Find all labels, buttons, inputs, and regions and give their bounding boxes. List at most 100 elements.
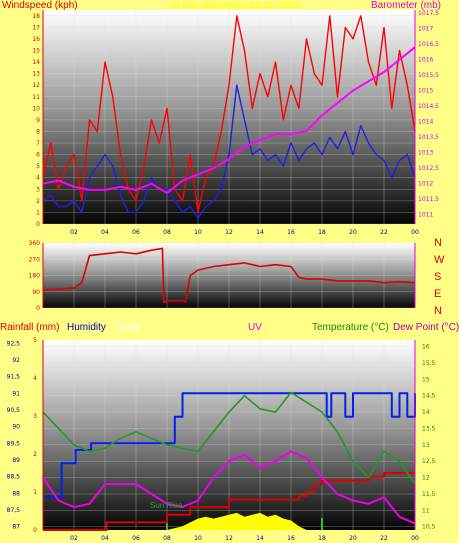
humidity-series (43, 392, 416, 498)
baro-tick-label: 1015,5 (418, 72, 439, 79)
x-tick-label: 02 (70, 535, 78, 542)
compass-s-label: S (434, 271, 442, 283)
baro-tick-label: 1016 (418, 57, 433, 64)
compass-n-label: N (434, 305, 442, 317)
wind-tick-label: 6 (36, 152, 40, 159)
rainfall-tick-label: 4 (33, 375, 37, 382)
x-tick-label: 18 (318, 229, 326, 236)
humidity-axis-title: Humidity (67, 322, 106, 333)
x-tick-label: 22 (380, 229, 388, 236)
compass-w-label: W (434, 254, 445, 266)
wind-tick-label: 4 (36, 175, 40, 182)
humidity-tick-label: 90 (12, 424, 20, 431)
x-tick-label: 08 (163, 535, 171, 542)
x-tick-label: 14 (256, 229, 264, 236)
rainfall-series (43, 472, 415, 531)
temperature-axis-title: Temperature (°C) (312, 322, 389, 333)
x-tick-label: 20 (349, 229, 357, 236)
wind-tick-label: 13 (32, 71, 40, 78)
rainfall-tick-label: 2 (33, 451, 37, 458)
wind-tick-label: 11 (32, 94, 40, 101)
wind-tick-label: 14 (32, 59, 40, 66)
humidity-tick-label: 88,5 (7, 474, 21, 481)
x-tick-label: 06 (132, 229, 140, 236)
direction-tick-label: 90 (32, 289, 40, 296)
temperature-tick-label: 11 (422, 507, 430, 514)
wind-tick-label: 3 (36, 186, 40, 193)
x-tick-label: 04 (101, 535, 109, 542)
baro-tick-label: 1011,5 (418, 196, 439, 203)
wind-tick-label: 10 (32, 105, 40, 112)
wind-tick-label: 15 (32, 47, 40, 54)
x-tick-label: 10 (194, 229, 202, 236)
humidity-tick-label: 92 (12, 357, 20, 364)
baro-tick-label: 1016,5 (418, 41, 439, 48)
direction-tick-label: 180 (29, 273, 41, 280)
sunrise-label: Sun Rise (150, 501, 183, 510)
humidity-tick-label: 87,5 (7, 507, 21, 514)
compass-e-label: E (434, 288, 442, 300)
wind-tick-label: 16 (32, 36, 40, 43)
wind-direction-series (42, 247, 416, 304)
temperature-tick-label: 10,5 (422, 524, 436, 531)
wind-tick-label: 2 (36, 198, 40, 205)
rainfall-tick-label: 3 (33, 413, 37, 420)
humidity-tick-label: 91,5 (7, 374, 21, 381)
humidity-tick-label: 90,5 (7, 407, 21, 414)
x-tick-label: 08 (163, 229, 171, 236)
x-tick-label: 12 (225, 229, 233, 236)
solar-series (167, 512, 307, 530)
temperature-tick-label: 12,5 (422, 458, 436, 465)
x-tick-label: 02 (70, 229, 78, 236)
x-tick-label: 18 (318, 535, 326, 542)
rainfall-tick-label: 0 (33, 527, 37, 534)
windspeed-axis-title: Windspeed (kph) (2, 0, 78, 11)
x-tick-label: 20 (349, 535, 357, 542)
baro-tick-label: 1013 (418, 150, 433, 157)
x-tick-label: 14 (256, 535, 264, 542)
humidity-tick-label: 89,5 (7, 440, 21, 447)
x-tick-label: 16 (287, 535, 295, 542)
x-tick-label: 04 (101, 229, 109, 236)
wind-tick-label: 8 (36, 128, 40, 135)
temperature-tick-label: 14 (422, 409, 430, 416)
temperature-tick-label: 16 (422, 344, 430, 351)
x-tick-label: 06 (132, 535, 140, 542)
temperature-tick-label: 14,5 (422, 393, 436, 400)
temperature-tick-label: 13,5 (422, 425, 436, 432)
temperature-tick-label: 15,5 (422, 360, 436, 367)
temperature-tick-label: 15 (422, 376, 430, 383)
baro-tick-label: 1012 (418, 181, 433, 188)
baro-tick-label: 1011 (418, 212, 433, 219)
x-tick-label: 22 (380, 535, 388, 542)
direction-tick-label: 270 (29, 256, 41, 263)
x-tick-label: 00 (411, 535, 419, 542)
wind-tick-label: 7 (36, 140, 40, 147)
temperature-tick-label: 12 (422, 475, 430, 482)
baro-tick-label: 1014 (418, 119, 433, 126)
wind-gust-series (42, 15, 416, 214)
barometer-series (42, 46, 416, 194)
wind-tick-label: 1 (36, 209, 40, 216)
dewpoint-axis-title: Dew Point (°C) (393, 322, 459, 333)
wind-tick-label: 0 (36, 221, 40, 228)
baro-tick-label: 1017 (418, 26, 433, 33)
compass-n-label: N (434, 237, 442, 249)
wind-tick-label: 9 (36, 117, 40, 124)
date-title: 04 Mar Wednesday 12 Jun 2024 (170, 0, 300, 10)
humidity-tick-label: 92,5 (7, 340, 21, 347)
baro-tick-label: 1017,5 (418, 10, 439, 17)
humidity-tick-label: 91 (12, 390, 20, 397)
x-tick-label: 16 (287, 229, 295, 236)
uv-axis-title: UV (248, 322, 262, 333)
baro-tick-label: 1014,5 (418, 103, 439, 110)
baro-tick-label: 1013,5 (418, 134, 439, 141)
humidity-tick-label: 87 (12, 524, 20, 531)
barometer-axis-title: Barometer (mb) (371, 0, 442, 11)
wind-tick-label: 5 (36, 163, 40, 170)
rainfall-tick-label: 1 (33, 489, 37, 496)
baro-tick-label: 1015 (418, 88, 433, 95)
dewpoint-series (42, 450, 416, 525)
temperature-tick-label: 13 (422, 442, 430, 449)
